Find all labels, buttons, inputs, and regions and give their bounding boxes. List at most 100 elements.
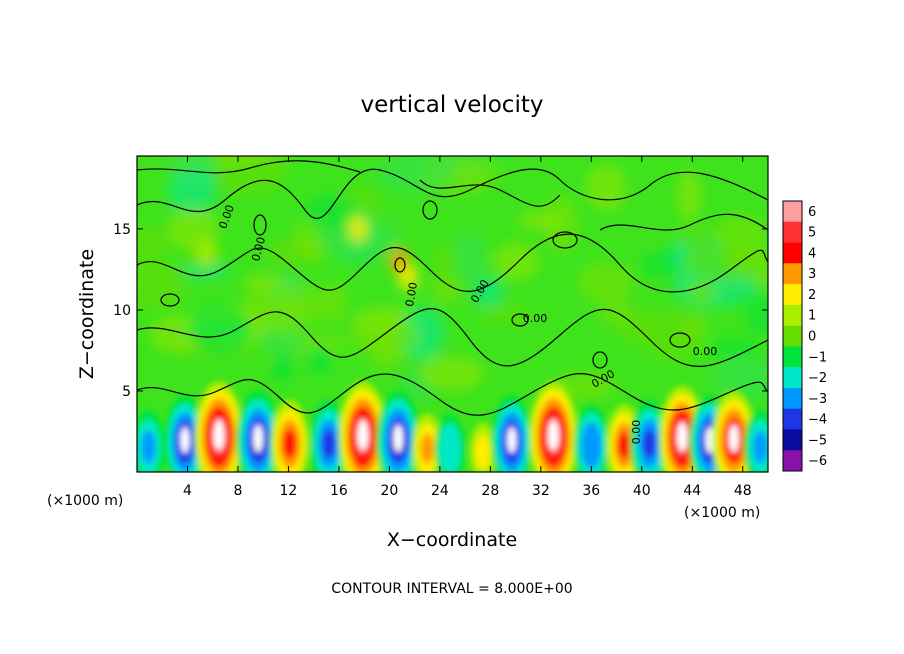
field-blob <box>676 171 701 221</box>
x-tick-label: 28 <box>481 483 499 499</box>
x-tick-label: 48 <box>734 483 752 499</box>
y-axis-title: Z−coordinate <box>76 249 98 379</box>
field-blob <box>304 194 360 234</box>
colorbar-swatch <box>783 367 802 389</box>
x-tick-label: 44 <box>683 483 701 499</box>
field-blob <box>373 156 456 194</box>
plot-area: 0.000.000.000.000.000.000.000.00 <box>137 156 768 472</box>
colorbar-label: −6 <box>808 454 827 469</box>
contour-interval-note: CONTOUR INTERVAL = 8.000E+00 <box>331 581 572 597</box>
updraft-cell <box>194 381 244 472</box>
field-blob <box>210 156 272 166</box>
downdraft-cell <box>434 413 466 472</box>
contour-loop <box>669 332 691 348</box>
downdraft-cell <box>164 395 206 472</box>
field-spot <box>347 214 368 243</box>
colorbar-swatch <box>783 263 802 285</box>
updraft-cell <box>528 381 579 472</box>
x-tick-label: 12 <box>280 483 298 499</box>
contour-line <box>137 373 768 416</box>
colorbar-label: 6 <box>808 205 816 220</box>
field-spot <box>309 344 330 373</box>
cell-core <box>253 424 263 453</box>
downdraft-cell <box>376 390 421 472</box>
cell-core <box>357 419 369 451</box>
downdraft-cell <box>573 404 610 472</box>
contour-label: 0.00 <box>523 312 548 325</box>
cell-ring <box>322 429 336 459</box>
cell-ring <box>283 429 297 459</box>
field-blob <box>369 340 404 371</box>
contour-loop <box>592 351 608 369</box>
cell-core <box>393 424 404 453</box>
colorbar-swatch <box>783 346 802 368</box>
colorbar-label: 2 <box>808 288 816 303</box>
contour-loop <box>422 200 438 220</box>
field-blob <box>709 338 759 359</box>
x-tick-label: 16 <box>330 483 348 499</box>
contour-line <box>137 308 768 367</box>
cell-ring <box>141 430 156 464</box>
colorbar-swatch <box>783 450 802 472</box>
field-blob <box>710 355 768 402</box>
x-tick-label: 20 <box>380 483 398 499</box>
contour-line <box>137 233 768 293</box>
contour-loop <box>253 214 267 236</box>
colorbar-swatch <box>783 221 802 243</box>
colorbar-swatch <box>783 284 802 306</box>
field-blob <box>454 231 486 284</box>
field-blob <box>168 163 216 217</box>
downdraft-cell <box>236 390 281 472</box>
contour-label: 0.00 <box>403 281 420 307</box>
x-tick-label: 36 <box>582 483 600 499</box>
x-unit-left: (×1000 m) <box>47 493 123 509</box>
downdraft-cell <box>743 409 768 472</box>
colorbar-label: 5 <box>808 226 816 241</box>
cell-core <box>507 426 517 454</box>
field-spot <box>272 352 293 381</box>
colorbar-label: 4 <box>808 246 816 261</box>
downdraft-cell <box>309 399 349 472</box>
field-blob <box>492 242 540 281</box>
field-blob <box>318 283 347 325</box>
colorbar-label: −4 <box>808 413 827 428</box>
contour-loop <box>511 313 529 327</box>
field-blob <box>348 318 420 355</box>
field-blob <box>208 156 289 196</box>
cell-ring <box>585 431 598 460</box>
field-blob <box>578 262 634 303</box>
x-tick-label: 24 <box>431 483 449 499</box>
updraft-cell <box>711 390 756 472</box>
colorbar-label: −5 <box>808 433 827 448</box>
colorbar-label: 0 <box>808 330 816 345</box>
contour-label: 0.00 <box>630 420 643 445</box>
field-blob <box>714 216 765 252</box>
updraft-cell <box>411 413 443 472</box>
contour-loop <box>160 293 180 307</box>
contour-line <box>137 160 361 174</box>
field-blob <box>472 276 504 308</box>
plot-frame <box>136 155 769 473</box>
cell-ring <box>618 431 631 460</box>
colorbar-label: 3 <box>808 267 816 282</box>
field-blob <box>149 314 201 354</box>
colorbar-label: −1 <box>808 350 827 365</box>
colorbar-label: 1 <box>808 309 816 324</box>
x-unit-right: (×1000 m) <box>684 505 760 521</box>
cell-core <box>677 422 688 452</box>
colorbar-swatch <box>783 387 802 409</box>
y-tick-label: 5 <box>122 384 131 400</box>
colorbar-label: −3 <box>808 392 827 407</box>
colorbar-frame <box>782 200 803 472</box>
field-blob <box>432 245 457 287</box>
field-blob <box>191 302 252 358</box>
field-blob <box>137 225 171 260</box>
contour-loop <box>552 231 578 249</box>
cell-ring <box>753 430 768 464</box>
downdraft-cell <box>137 409 166 472</box>
field-blob <box>678 225 717 252</box>
field-blob <box>585 164 626 211</box>
x-tick-label: 40 <box>633 483 651 499</box>
contour-loop <box>394 257 406 273</box>
